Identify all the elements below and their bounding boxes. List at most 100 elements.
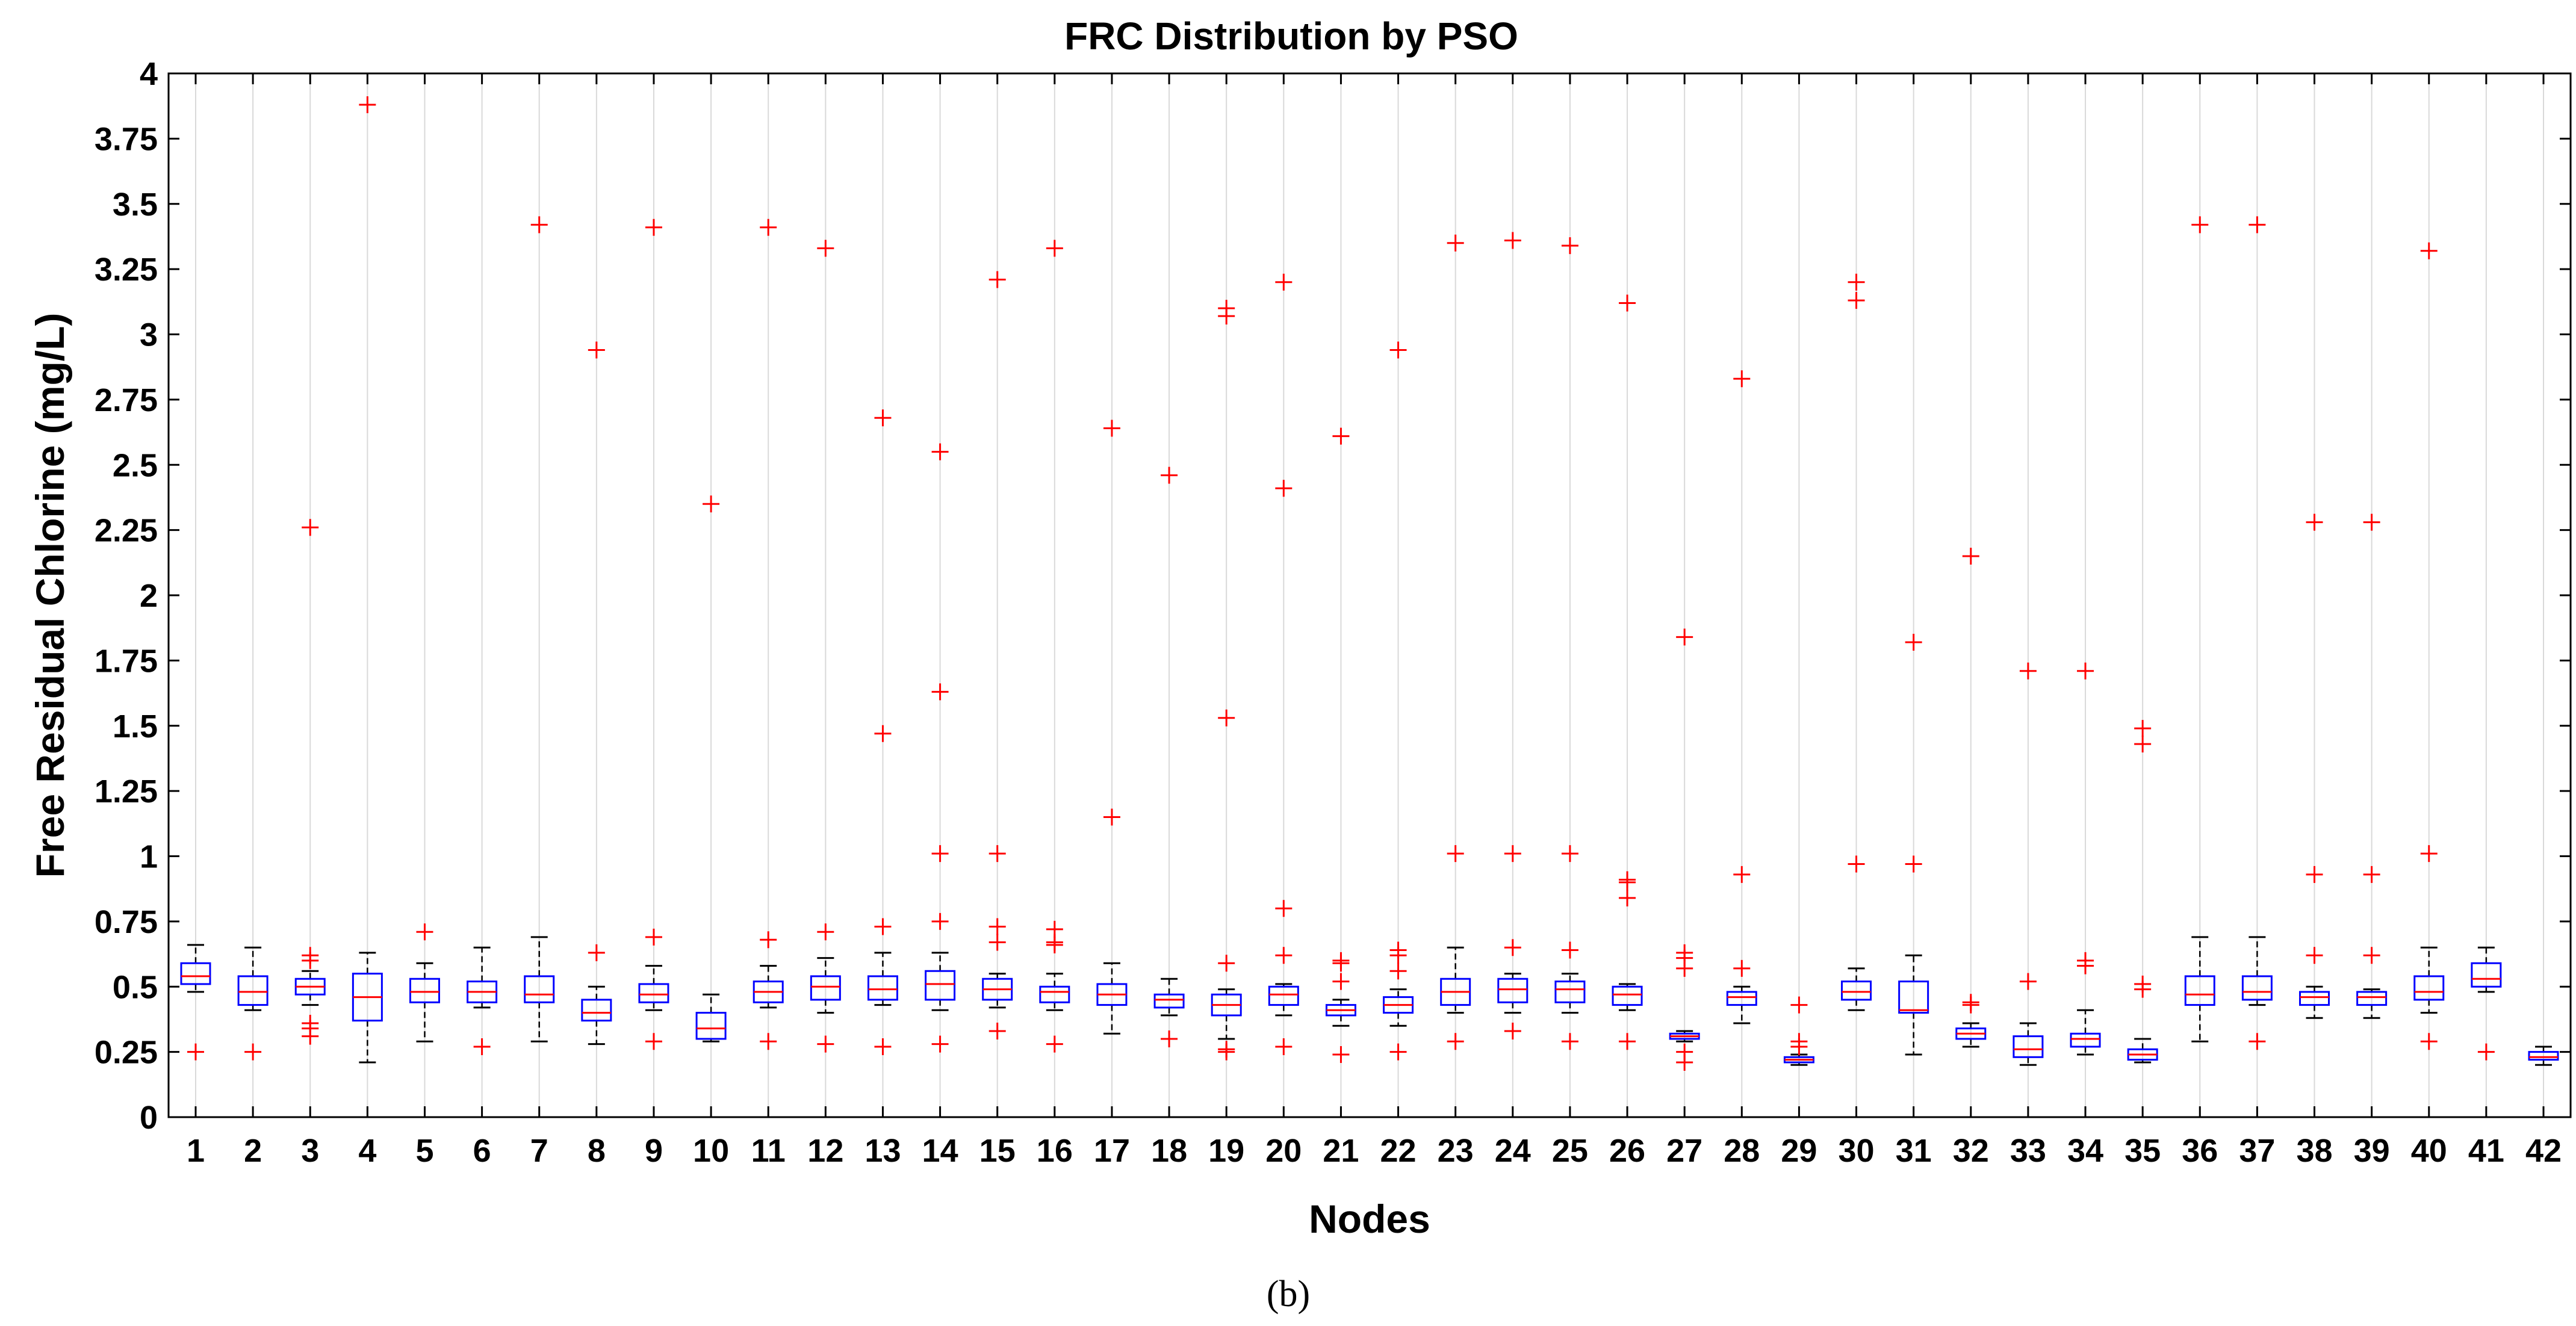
outlier-marker (989, 934, 1006, 951)
x-axis-label: Nodes (1309, 1197, 1430, 1241)
iqr-box (2184, 975, 2215, 1006)
x-tick-label: 27 (1666, 1133, 1702, 1169)
y-tick-label: 3.5 (113, 187, 158, 223)
x-tick-label: 23 (1438, 1133, 1474, 1169)
outlier-marker (2363, 513, 2380, 531)
outlier-marker (1389, 341, 1407, 359)
figure-caption: (b) (1267, 1274, 1310, 1315)
box-node-41 (2471, 946, 2502, 1061)
outlier-marker (1161, 1030, 1178, 1047)
outlier-marker (2249, 216, 2266, 234)
outlier-marker (2019, 662, 2037, 680)
x-tick-label: 13 (864, 1133, 901, 1169)
y-tick-label: 3 (140, 317, 158, 353)
y-tick-label: 1.75 (95, 643, 158, 679)
outlier-marker (1218, 300, 1235, 317)
x-tick-label: 14 (922, 1133, 958, 1169)
iqr-box (581, 999, 612, 1022)
box-node-13 (867, 409, 898, 1055)
y-axis-label: Free Residual Chlorine (mg/L) (28, 313, 72, 878)
outlier-marker (1103, 808, 1120, 826)
iqr-box (810, 975, 841, 1001)
x-tick-label: 29 (1781, 1133, 1817, 1169)
box-node-37 (2241, 216, 2273, 1050)
outlier-marker (1046, 240, 1063, 257)
box-node-1 (180, 944, 211, 1061)
box-node-17 (1096, 420, 1128, 1035)
x-tick-label: 1 (187, 1133, 205, 1169)
iqr-box (1268, 985, 1299, 1006)
x-tick-label: 38 (2296, 1133, 2332, 1169)
outlier-marker (1389, 1043, 1407, 1061)
iqr-box (2241, 975, 2273, 1001)
iqr-box (867, 975, 898, 1001)
outlier-marker (989, 271, 1006, 288)
iqr-box (1898, 981, 1929, 1014)
iqr-box (2528, 1051, 2559, 1061)
box-node-7 (524, 216, 555, 1043)
outlier-marker (874, 918, 892, 935)
outlier-marker (1905, 855, 1922, 873)
outlier-marker (187, 1043, 204, 1061)
x-tick-label: 40 (2411, 1133, 2447, 1169)
outlier-marker (2249, 1033, 2266, 1050)
outlier-marker (1619, 294, 1636, 312)
x-tick-label: 41 (2468, 1133, 2504, 1169)
x-tick-label: 9 (645, 1133, 663, 1169)
box-node-31 (1898, 634, 1929, 1056)
outlier-marker (1504, 939, 1521, 956)
iqr-box (180, 962, 211, 985)
outlier-marker (1332, 1046, 1350, 1063)
x-tick-label: 33 (2010, 1133, 2046, 1169)
outlier-marker (2363, 947, 2380, 964)
outlier-marker (1561, 941, 1578, 959)
x-tick-label: 34 (2067, 1133, 2103, 1169)
outlier-marker (1848, 273, 1865, 291)
outlier-marker (2420, 845, 2438, 863)
x-tick-label: 26 (1609, 1133, 1645, 1169)
x-tick-label: 24 (1495, 1133, 1531, 1169)
outlier-marker (2134, 720, 2152, 737)
x-tick-label: 42 (2525, 1133, 2562, 1169)
box-node-2 (237, 946, 268, 1061)
box-node-10 (695, 495, 727, 1043)
x-tick-label: 3 (301, 1133, 319, 1169)
outlier-marker (2363, 866, 2380, 883)
x-tick-label: 8 (588, 1133, 606, 1169)
outlier-marker (1905, 634, 1922, 651)
x-tick-label: 4 (358, 1133, 376, 1169)
box-node-24 (1497, 232, 1529, 1039)
outlier-marker (1561, 1033, 1578, 1050)
x-tick-label: 20 (1265, 1133, 1302, 1169)
outlier-marker (1275, 480, 1293, 497)
box-node-15 (982, 271, 1013, 1039)
x-tick-label: 30 (1838, 1133, 1874, 1169)
x-tick-label: 15 (979, 1133, 1016, 1169)
outlier-marker (1962, 994, 1979, 1011)
outlier-marker (1389, 941, 1407, 959)
outlier-marker (760, 218, 777, 236)
outlier-marker (2134, 736, 2152, 753)
y-tick-label: 2 (140, 578, 158, 614)
y-axis-ticks: 0 0.25 0.5 0.75 1 1.25 1.5 1.75 2 2.25 2.5 2.75 3 3.2… (95, 56, 2571, 1136)
box-node-26 (1612, 294, 1643, 1050)
outlier-marker (817, 240, 834, 257)
box-node-32 (1955, 547, 1987, 1048)
iqr-box (2413, 975, 2445, 1001)
iqr-box (237, 975, 268, 1006)
outlier-marker (874, 409, 892, 427)
x-tick-label: 19 (1208, 1133, 1244, 1169)
x-tick-label: 37 (2239, 1133, 2275, 1169)
y-tick-label: 3.75 (95, 121, 158, 157)
outlier-marker (2306, 866, 2323, 883)
outlier-marker (302, 519, 319, 536)
outlier-marker (1332, 952, 1350, 969)
box-node-11 (753, 218, 784, 1050)
outlier-marker (2077, 952, 2094, 969)
y-tick-label: 2.25 (95, 513, 158, 549)
y-tick-label: 1.5 (113, 708, 158, 745)
y-tick-label: 4 (140, 56, 158, 92)
box-node-34 (2070, 662, 2101, 1056)
box-node-12 (810, 240, 841, 1053)
outlier-marker (2191, 216, 2209, 234)
